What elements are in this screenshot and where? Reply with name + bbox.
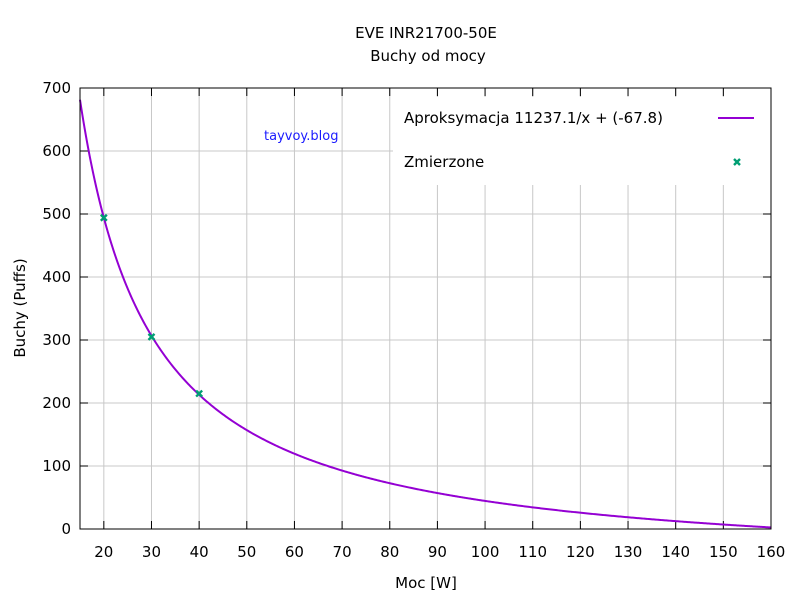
data-point [147, 333, 156, 341]
y-tick-label: 700 [42, 79, 71, 97]
chart-subtitle: Buchy od mocy [370, 47, 486, 65]
legend-label: Aproksymacja 11237.1/x + (-67.8) [404, 109, 663, 127]
x-tick-label: 30 [142, 543, 161, 561]
legend-background [393, 97, 771, 185]
y-tick-label: 100 [42, 457, 71, 475]
x-axis-ticks: 20 30 40 50 60 70 80 90 100 110 120 130 140 150 160 [94, 88, 785, 561]
y-tick-label: 200 [42, 394, 71, 412]
legend-marker-swatch [733, 158, 741, 166]
data-point [99, 213, 108, 222]
series-line [79, 99, 772, 529]
x-tick-label: 150 [709, 543, 738, 561]
legend-label: Zmierzone [404, 153, 484, 171]
x-tick-label: 160 [757, 543, 786, 561]
series-group [79, 99, 772, 529]
x-tick-label: 120 [566, 543, 595, 561]
x-axis-label: Moc [W] [395, 574, 457, 592]
x-tick-label: 80 [380, 543, 399, 561]
x-tick-label: 60 [285, 543, 304, 561]
y-axis-label: Buchy (Puffs) [11, 258, 29, 357]
x-tick-label: 140 [661, 543, 690, 561]
y-tick-label: 0 [61, 520, 71, 538]
chart-title: EVE INR21700-50E [355, 24, 497, 42]
x-tick-label: 70 [333, 543, 352, 561]
x-tick-label: 130 [614, 543, 643, 561]
y-tick-label: 500 [42, 205, 71, 223]
x-tick-label: 40 [190, 543, 209, 561]
legend: Aproksymacja 11237.1/x + (-67.8) Zmierzon… [404, 109, 754, 171]
y-axis-ticks: 0 100 200 300 400 500 600 700 [42, 79, 771, 538]
x-tick-label: 110 [518, 543, 547, 561]
y-tick-label: 600 [42, 142, 71, 160]
x-tick-label: 100 [471, 543, 500, 561]
plot-border [79, 87, 772, 530]
y-tick-label: 300 [42, 331, 71, 349]
data-point [195, 389, 203, 398]
x-tick-label: 50 [237, 543, 256, 561]
watermark-text: tayvoy.blog [264, 129, 338, 144]
x-tick-label: 90 [428, 543, 447, 561]
y-tick-label: 400 [42, 268, 71, 286]
x-tick-label: 20 [94, 543, 113, 561]
